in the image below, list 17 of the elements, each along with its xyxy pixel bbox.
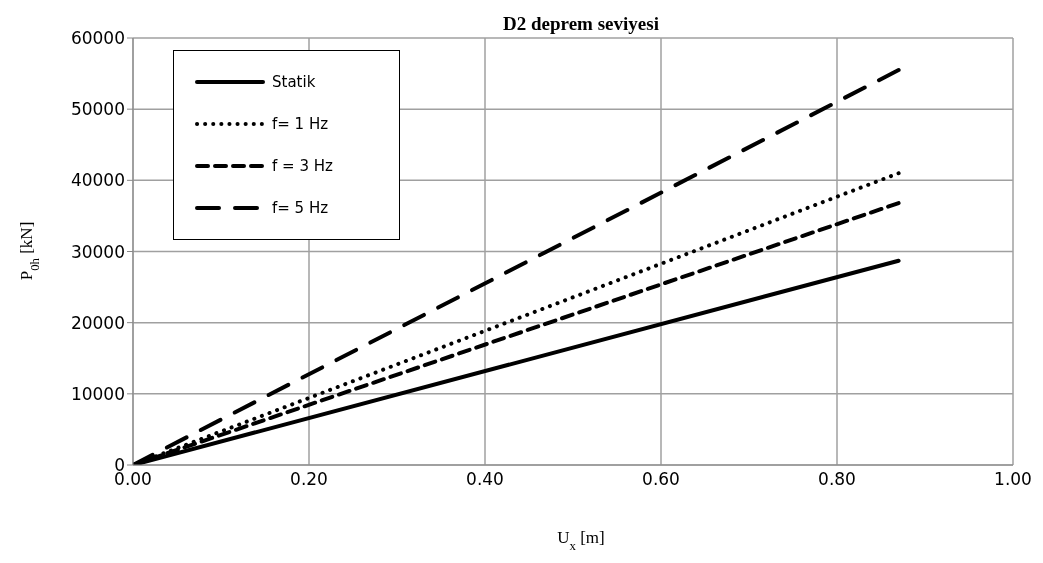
y-tick-label: 20000 bbox=[70, 312, 125, 333]
legend-label: Statik bbox=[272, 73, 316, 91]
x-axis-title: U$_{x}$ [m] bbox=[557, 528, 605, 553]
x-tick-label: 0.40 bbox=[466, 469, 504, 490]
y-tick-label: 60000 bbox=[70, 28, 125, 49]
x-tick-label: 0.20 bbox=[290, 469, 328, 490]
chart-title: D2 deprem seviyesi bbox=[503, 13, 659, 34]
x-tick-label: 1.00 bbox=[994, 469, 1032, 490]
y-tick-label: 30000 bbox=[70, 241, 125, 262]
y-tick-label: 50000 bbox=[70, 99, 125, 120]
y-tick-label: 40000 bbox=[70, 170, 125, 191]
legend-label: f= 5 Hz bbox=[272, 199, 329, 217]
legend-label: f = 3 Hz bbox=[272, 157, 333, 175]
x-tick-label: 0.80 bbox=[818, 469, 856, 490]
y-tick-label: 10000 bbox=[70, 383, 125, 404]
legend-label: f= 1 Hz bbox=[272, 115, 329, 133]
x-tick-label: 0.60 bbox=[642, 469, 680, 490]
